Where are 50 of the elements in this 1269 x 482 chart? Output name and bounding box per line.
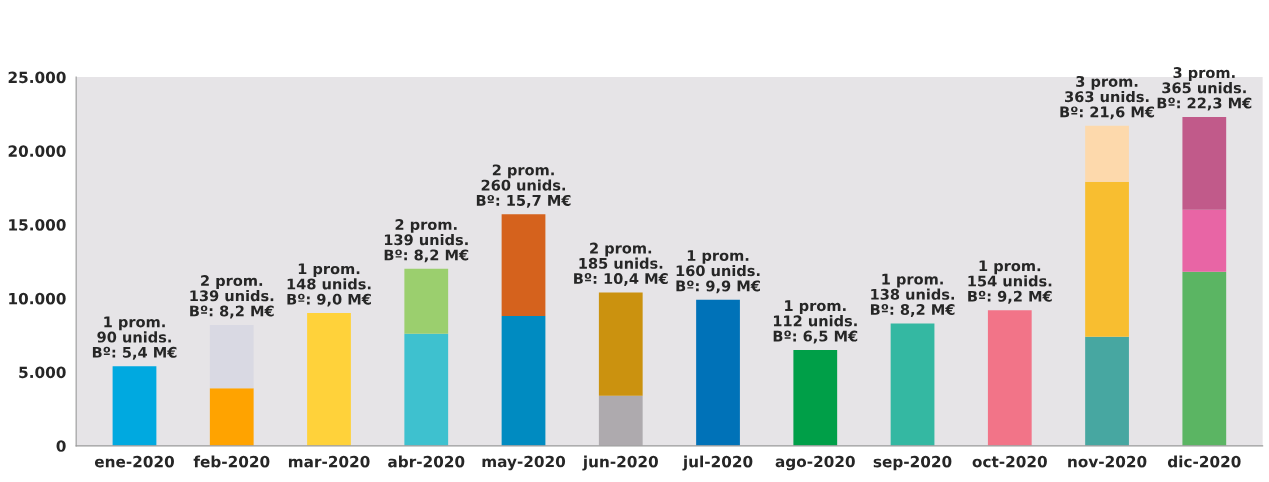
bar [1182, 271, 1227, 446]
x-tick-label: dic-2020 [1167, 455, 1241, 468]
x-tick-label: oct-2020 [972, 455, 1047, 468]
bar [209, 388, 254, 446]
y-tick-label: 25.000 [8, 71, 66, 84]
bar [1085, 181, 1129, 337]
x-tick-label: feb-2020 [193, 455, 270, 468]
x-tick-label: ago-2020 [775, 455, 855, 471]
bar [793, 349, 838, 446]
y-tick-label: 10.000 [9, 292, 66, 305]
bar [501, 316, 546, 446]
bar [598, 395, 643, 446]
bar [501, 214, 546, 317]
bar [1182, 116, 1227, 210]
annotation: 1 prom. 138 unids. Bº: 8,2 M€ [870, 273, 955, 317]
annotation: 2 prom. 139 unids. Bº: 8,2 M€ [384, 219, 469, 263]
bar [987, 310, 1032, 446]
annotation: 2 prom. 260 unids. Bº: 15,7 M€ [476, 164, 571, 208]
bar [209, 324, 254, 389]
bar [1085, 125, 1129, 182]
y-tick-label: 0 [56, 440, 66, 452]
y-tick-label: 5.000 [19, 366, 66, 379]
x-tick-label: jun-2020 [582, 455, 658, 471]
bar [404, 333, 449, 446]
x-tick-label: abr-2020 [388, 455, 465, 468]
annotation: 1 prom. 148 unids. Bº: 9,0 M€ [287, 263, 371, 307]
annotation: 1 prom. 90 unids. Bº: 5,4 M€ [92, 316, 177, 360]
annotation: 2 prom. 185 unids. Bº: 10,4 M€ [574, 242, 668, 286]
bar [1085, 336, 1129, 446]
bar [696, 299, 740, 446]
y-tick-label: 20.000 [8, 145, 66, 157]
annotation: 1 prom. 112 unids. Bº: 6,5 M€ [773, 300, 858, 344]
bar [404, 268, 449, 334]
x-tick-label: mar-2020 [288, 455, 370, 468]
x-tick-label: sep-2020 [873, 455, 952, 471]
annotation: 3 prom. 365 unids. Bº: 22,3 M€ [1157, 67, 1252, 111]
annotation: 2 prom. 139 unids. Bº: 8,2 M€ [190, 275, 274, 319]
bar [598, 292, 643, 396]
annotation: 1 prom. 154 unids. Bº: 9,2 M€ [968, 260, 1052, 304]
annotation: 1 prom. 160 unids. Bº: 9,9 M€ [676, 250, 760, 294]
annotation: 3 prom. 363 unids. Bº: 21,6 M€ [1060, 75, 1155, 120]
x-tick-label: jul-2020 [682, 455, 753, 471]
bar [307, 313, 351, 446]
bar [112, 366, 157, 446]
x-tick-label: ene-2020 [94, 455, 174, 468]
x-tick-label: may-2020 [482, 455, 566, 471]
x-tick-label: nov-2020 [1068, 455, 1147, 468]
y-tick-label: 15.000 [9, 219, 66, 231]
bar [890, 323, 935, 446]
bar [1182, 209, 1227, 272]
